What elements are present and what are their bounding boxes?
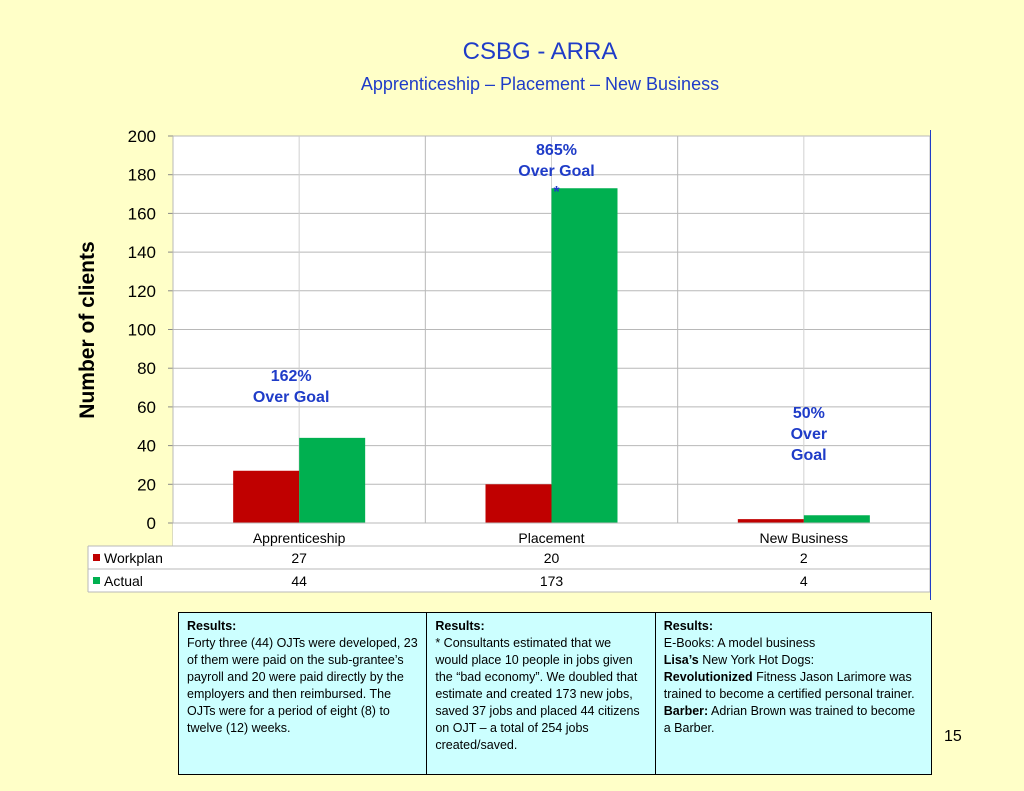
slide-border-line	[930, 130, 931, 600]
annotation-line: 50%	[792, 405, 825, 422]
bar-chart: 0 20 40 60 80 100 120 140 160 180 200 Apprenticeshi…	[87, 127, 931, 593]
annotation-new-business: 50% Over Goal	[749, 403, 869, 466]
annotation-line: *	[553, 184, 560, 201]
x-tick-label: Apprenticeship	[253, 530, 346, 546]
results-heading: Results:	[187, 619, 237, 633]
results-text: Barber: Adrian Brown was trained to beco…	[663, 704, 916, 735]
legend-swatch-actual	[93, 577, 100, 584]
results-table: Results: Forty three (44) OJTs were devel…	[178, 612, 932, 775]
results-text: Forty three (44) OJTs were developed, 23…	[187, 636, 418, 735]
bar-actual-new-business	[803, 515, 870, 523]
y-tick-label: 120	[128, 282, 156, 301]
y-tick-label: 40	[137, 437, 156, 456]
annotation-line: Over	[790, 426, 828, 443]
results-text: E-Books: A model business	[663, 636, 816, 650]
x-tick-label: Placement	[518, 530, 584, 546]
x-tick-label: New Business	[759, 530, 848, 546]
bar-actual-placement	[551, 188, 618, 523]
data-table-value: 2	[800, 550, 808, 566]
results-bold-label: Lisa’s	[663, 653, 699, 667]
y-tick-label: 200	[128, 127, 156, 146]
results-column: Results: * Consultants estimated that we …	[426, 613, 654, 774]
results-bold-label: Revolutionized	[663, 670, 753, 684]
legend-label-workplan: Workplan	[104, 550, 163, 566]
y-tick-label: 20	[137, 475, 156, 494]
bar-workplan-apprenticeship	[233, 470, 300, 523]
y-tick-label: 60	[137, 398, 156, 417]
results-bold-label: Barber:	[663, 704, 709, 718]
bar-actual-apprenticeship	[299, 437, 366, 523]
legend-swatch-workplan	[93, 554, 100, 561]
bar-workplan-placement	[485, 484, 552, 523]
annotation-placement: 865% Over Goal *	[497, 140, 617, 203]
results-text: * Consultants estimated that we would pl…	[435, 636, 640, 752]
y-tick-label: 160	[128, 204, 156, 223]
data-table-value: 173	[540, 573, 564, 589]
annotation-line: Goal	[791, 447, 827, 464]
page-number: 15	[944, 728, 962, 745]
data-table-value: 44	[291, 573, 307, 589]
results-column: Results: Forty three (44) OJTs were devel…	[179, 613, 426, 774]
data-table-value: 20	[544, 550, 560, 566]
y-tick-label: 180	[128, 166, 156, 185]
results-text: Revolutionized Fitness Jason Larimore wa…	[663, 670, 915, 701]
annotation-line: 162%	[270, 368, 312, 385]
data-table-background	[173, 523, 930, 592]
results-text: Lisa’s New York Hot Dogs:	[663, 653, 815, 667]
results-column: Results: E-Books: A model business Lisa’s …	[654, 613, 931, 774]
slide-title: CSBG - ARRA	[462, 38, 618, 65]
y-tick-label: 80	[137, 359, 156, 378]
bar-workplan-new-business	[737, 519, 804, 523]
y-tick-label: 100	[128, 321, 156, 340]
results-heading: Results:	[663, 619, 714, 633]
annotation-line: Over Goal	[518, 163, 595, 180]
slide-subtitle: Apprenticeship – Placement – New Busines…	[360, 74, 720, 94]
annotation-apprenticeship: 162% Over Goal	[231, 366, 351, 408]
data-table-value: 4	[800, 573, 808, 589]
annotation-line: 865%	[536, 142, 577, 159]
legend-label-actual: Actual	[104, 573, 143, 589]
y-tick-label: 140	[128, 243, 156, 262]
data-table-value: 27	[291, 550, 307, 566]
annotation-line: Over Goal	[252, 389, 330, 406]
y-tick-label: 0	[147, 514, 156, 533]
results-heading: Results:	[435, 619, 485, 633]
